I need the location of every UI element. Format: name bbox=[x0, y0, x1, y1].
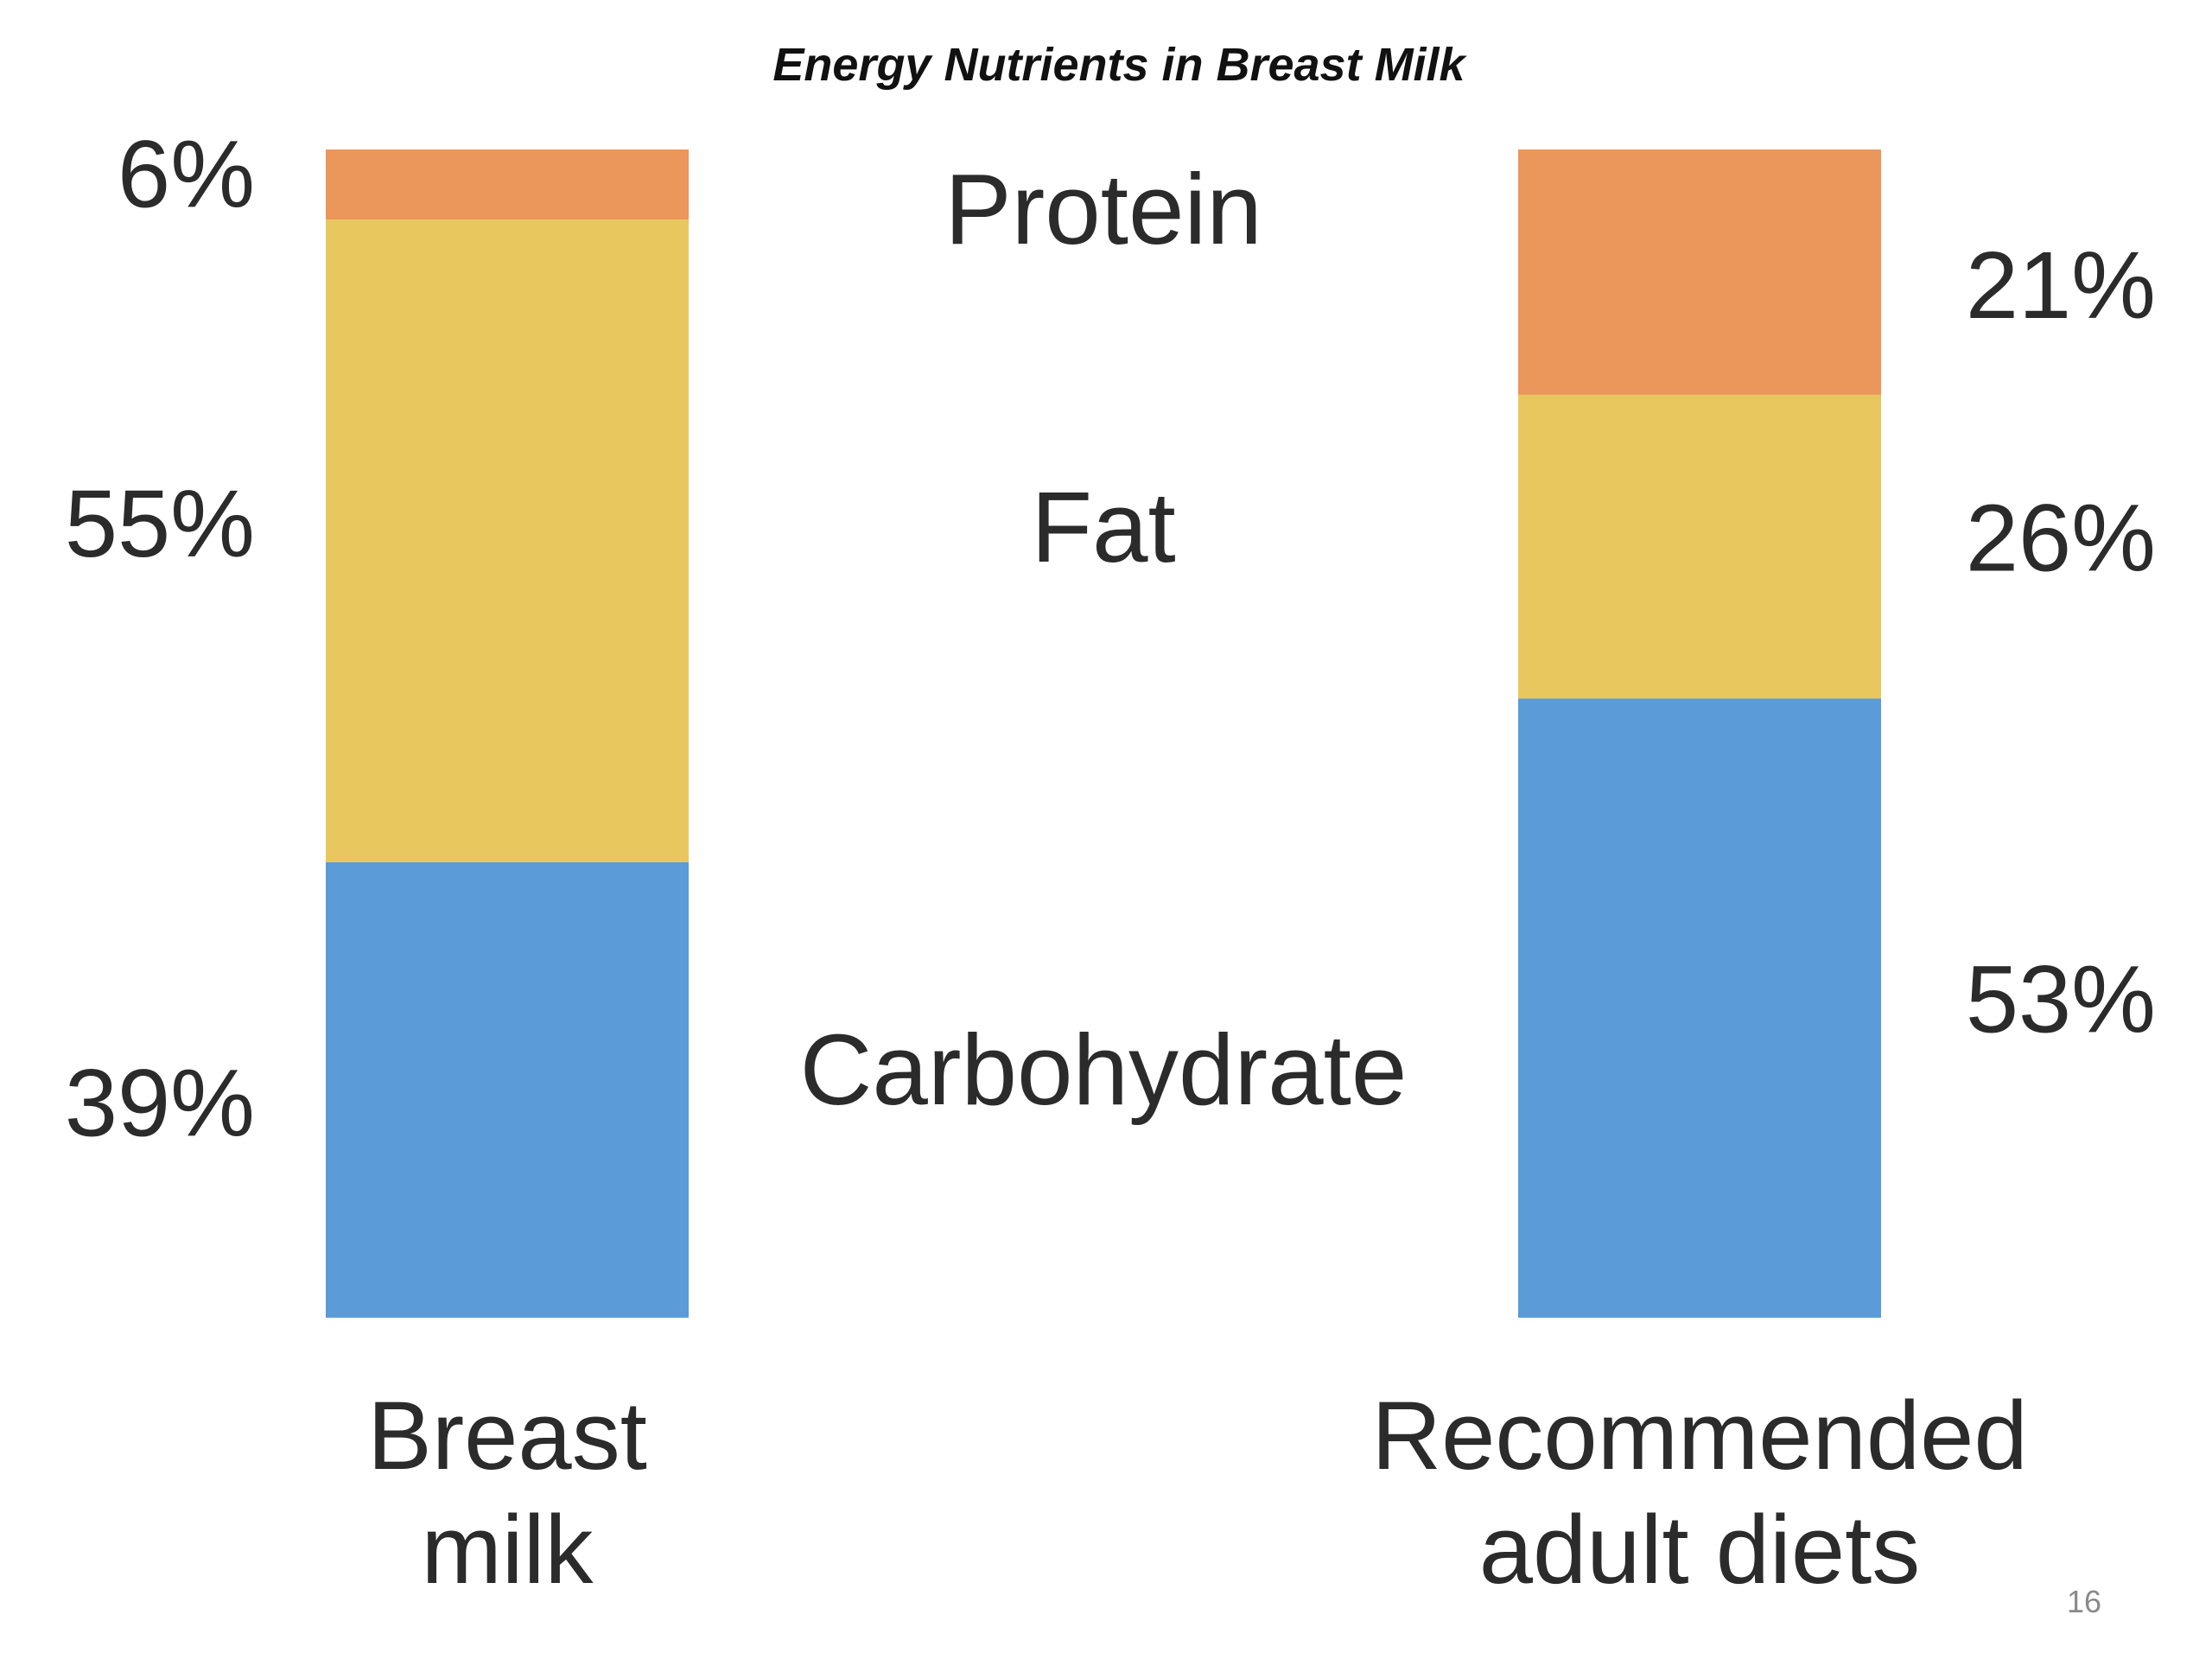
bar-segment-carbohydrate-breast-milk bbox=[326, 861, 689, 1318]
percent-label-carbohydrate-breast-milk: 39% bbox=[65, 1050, 255, 1156]
legend-label-carbohydrate: Carbohydrate bbox=[800, 1014, 1408, 1126]
bar-segment-protein-breast-milk bbox=[326, 149, 689, 220]
percent-label-carbohydrate-recommended-adult-diets: 53% bbox=[1966, 947, 2156, 1053]
percent-label-fat-recommended-adult-diets: 26% bbox=[1966, 486, 2156, 592]
legend-label-protein: Protein bbox=[944, 153, 1262, 265]
category-label-recommended-adult-diets-line-2: adult diets bbox=[1479, 1496, 1921, 1604]
bar-segment-protein-recommended-adult-diets bbox=[1518, 149, 1881, 395]
percent-label-protein-recommended-adult-diets: 21% bbox=[1966, 232, 2156, 339]
category-label-breast-milk-line-1: Breast bbox=[367, 1382, 647, 1490]
chart-title: Energy Nutrients in Breast Milk bbox=[772, 39, 1467, 91]
percent-label-fat-breast-milk: 55% bbox=[65, 471, 255, 577]
center-legend: Carbohydrate Fat Protein bbox=[800, 153, 1408, 1126]
bar-segment-fat-breast-milk bbox=[326, 219, 689, 862]
legend-label-fat: Fat bbox=[1031, 471, 1176, 583]
percent-labels-group: 39% 55% 6% 53% 26% 21% bbox=[65, 122, 2156, 1157]
category-label-recommended-adult-diets-line-1: Recommended bbox=[1371, 1382, 2028, 1490]
bar-segment-fat-recommended-adult-diets bbox=[1518, 394, 1881, 699]
bar-segment-carbohydrate-recommended-adult-diets bbox=[1518, 698, 1881, 1318]
category-label-breast-milk-line-2: milk bbox=[421, 1496, 594, 1604]
page-number: 16 bbox=[2067, 1584, 2101, 1619]
bars-group bbox=[326, 149, 1881, 1318]
percent-label-protein-breast-milk: 6% bbox=[118, 122, 255, 228]
